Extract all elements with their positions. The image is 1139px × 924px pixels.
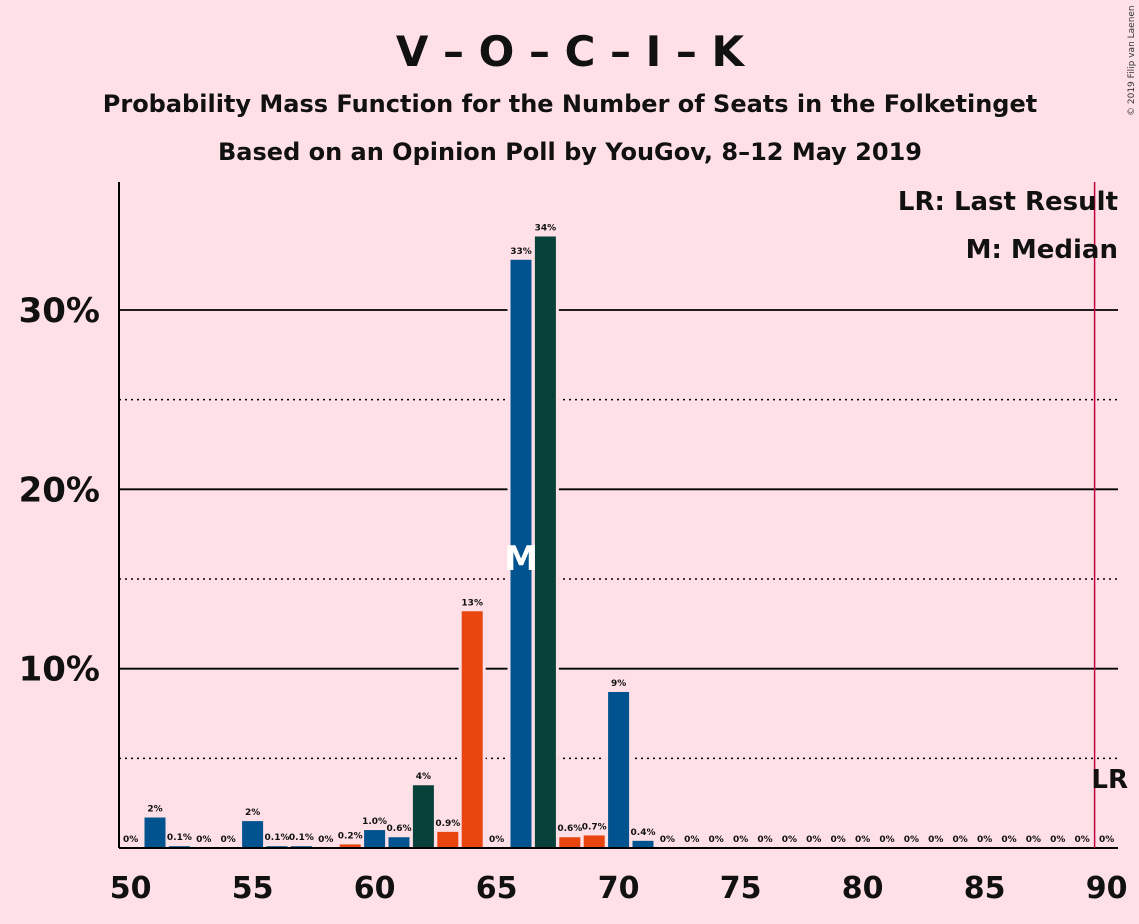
bars-group: M	[141, 233, 657, 849]
bar-70	[608, 691, 630, 848]
bar-label-67: 34%	[535, 223, 557, 233]
x-tick-label-65: 65	[476, 871, 518, 906]
x-tick-label-55: 55	[232, 871, 274, 906]
bar-69	[583, 835, 605, 848]
bar-label-73: 0%	[684, 835, 699, 845]
axes-group: LR	[118, 182, 1128, 849]
chart-subtitle-2: Based on an Opinion Poll by YouGov, 8–12…	[218, 138, 922, 166]
bar-label-87: 0%	[1026, 835, 1041, 845]
bar-label-61: 0.6%	[387, 824, 412, 834]
y-tick-label-30: 30%	[19, 291, 100, 331]
bar-label-72: 0%	[660, 835, 675, 845]
ticks-group: 10% 20% 30% 50 55 60 65 70 75 80 85 90	[19, 291, 1128, 906]
bar-label-50: 0%	[123, 835, 138, 845]
bar-68	[559, 837, 581, 848]
bar-label-70: 9%	[611, 679, 626, 689]
legend-last-result: LR: Last Result	[898, 187, 1118, 217]
bar-label-79: 0%	[831, 835, 846, 845]
bar-67	[534, 236, 556, 848]
bar-label-66: 33%	[510, 247, 532, 257]
bar-label-63: 0.9%	[435, 819, 460, 829]
bar-label-55: 2%	[245, 808, 260, 818]
x-tick-label-90: 90	[1086, 871, 1128, 906]
bar-label-81: 0%	[879, 835, 894, 845]
bar-label-77: 0%	[782, 835, 797, 845]
x-tick-label-85: 85	[964, 871, 1006, 906]
bar-label-58: 0%	[318, 835, 333, 845]
bar-label-90: 0%	[1099, 835, 1114, 845]
bar-label-76: 0%	[757, 835, 772, 845]
bar-55	[242, 821, 264, 848]
bar-label-56: 0.1%	[265, 833, 290, 843]
bar-71	[632, 840, 654, 848]
bar-51	[144, 817, 166, 848]
bar-label-53: 0%	[196, 835, 211, 845]
x-tick-label-80: 80	[842, 871, 884, 906]
bar-halo-57	[287, 843, 315, 848]
bar-label-71: 0.4%	[631, 828, 656, 838]
bar-59	[339, 844, 361, 848]
bar-63	[437, 831, 459, 848]
bar-label-86: 0%	[1001, 835, 1016, 845]
bar-labels-group: 0%2%0.1% 0% 0%2%0.1% 0.1% 0% 0.2%1.0%0.6%4%0.…	[123, 223, 1114, 845]
bar-label-84: 0%	[953, 835, 968, 845]
bar-label-64: 13%	[461, 598, 483, 608]
bar-label-69: 0.7%	[582, 822, 607, 832]
bar-label-74: 0%	[709, 835, 724, 845]
y-tick-label-10: 10%	[19, 650, 100, 690]
bar-label-52: 0.1%	[167, 833, 192, 843]
bar-label-82: 0%	[904, 835, 919, 845]
bar-label-62: 4%	[416, 772, 431, 782]
bar-label-89: 0%	[1075, 835, 1090, 845]
bar-label-75: 0%	[733, 835, 748, 845]
bar-label-57: 0.1%	[289, 833, 314, 843]
bar-label-88: 0%	[1050, 835, 1065, 845]
bar-label-60: 1.0%	[362, 817, 387, 827]
last-result-marker: LR	[1091, 765, 1128, 795]
bar-label-85: 0%	[977, 835, 992, 845]
bar-60	[364, 830, 386, 848]
bar-label-78: 0%	[806, 835, 821, 845]
bar-label-80: 0%	[855, 835, 870, 845]
bar-label-59: 0.2%	[338, 831, 363, 841]
bar-label-54: 0%	[221, 835, 236, 845]
bar-62	[412, 785, 434, 848]
bar-64	[461, 611, 483, 848]
bar-label-68: 0.6%	[557, 824, 582, 834]
bar-halo-56	[263, 843, 291, 848]
bar-label-51: 2%	[147, 805, 162, 815]
bar-61	[388, 837, 410, 848]
bar-66	[510, 259, 532, 849]
chart-title: V – O – C – I – K	[396, 27, 746, 76]
x-tick-label-70: 70	[598, 871, 640, 906]
bar-halo-52	[165, 843, 193, 848]
x-tick-label-60: 60	[354, 871, 396, 906]
legend-median: M: Median	[966, 235, 1118, 265]
x-tick-label-50: 50	[110, 871, 152, 906]
median-marker: M	[504, 539, 538, 579]
bar-label-83: 0%	[928, 835, 943, 845]
copyright-text: © 2019 Filip van Laenen	[1127, 5, 1137, 116]
chart-subtitle: Probability Mass Function for the Number…	[103, 90, 1037, 118]
y-tick-label-20: 20%	[19, 470, 100, 510]
x-tick-label-75: 75	[720, 871, 762, 906]
bar-label-65: 0%	[489, 835, 504, 845]
